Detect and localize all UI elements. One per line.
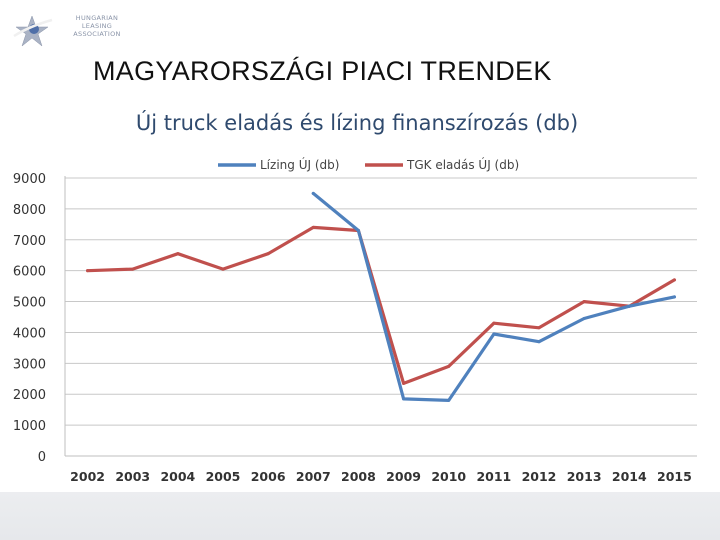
x-tick-label: 2013 — [567, 469, 602, 484]
chart-panel — [0, 98, 720, 492]
y-tick-label: 6000 — [13, 265, 46, 280]
page-title: MAGYARORSZÁGI PIACI TRENDEK — [93, 56, 552, 86]
axes: 0 1000 2000 3000 4000 5000 6000 7000 8000 9000 200… — [13, 172, 697, 484]
x-tick-label: 2011 — [476, 469, 511, 484]
data-point — [672, 295, 676, 299]
line-chart: Új truck eladás és lízing finanszírozás … — [13, 110, 697, 484]
x-tick-label: 2014 — [612, 469, 647, 484]
logo-line: ASSOCIATION — [73, 30, 121, 38]
data-point — [221, 267, 225, 271]
data-point — [627, 304, 631, 308]
x-tick-label: 2004 — [160, 469, 195, 484]
x-tick-label: 2002 — [70, 469, 105, 484]
data-point — [447, 364, 451, 368]
y-tick-label: 5000 — [13, 296, 46, 311]
x-tick-label: 2012 — [522, 469, 557, 484]
data-point — [266, 252, 270, 256]
data-point — [672, 278, 676, 282]
data-point — [402, 397, 406, 401]
data-point — [402, 381, 406, 385]
data-point — [582, 300, 586, 304]
data-point — [447, 398, 451, 402]
grid-lines — [65, 177, 697, 426]
x-tick-label: 2009 — [386, 469, 421, 484]
legend: Lízing ÚJ (db) TGK eladás ÚJ (db) — [218, 157, 519, 172]
legend-label: TGK eladás ÚJ (db) — [406, 157, 519, 172]
data-point — [311, 225, 315, 229]
y-tick-label: 2000 — [13, 388, 46, 403]
data-point — [492, 321, 496, 325]
star-logo-icon — [13, 15, 53, 47]
series-line-lizing — [311, 191, 676, 402]
association-logo: HUNGARIAN LEASING ASSOCIATION — [12, 14, 122, 48]
logo-line: HUNGARIAN — [75, 14, 119, 22]
y-tick-label: 9000 — [13, 172, 46, 187]
data-point — [492, 332, 496, 336]
y-tick-label: 8000 — [13, 203, 46, 218]
series-line-tgk-eladas — [86, 225, 676, 385]
data-point — [356, 229, 360, 233]
x-tick-label: 2007 — [296, 469, 331, 484]
data-point — [537, 326, 541, 330]
data-point — [176, 252, 180, 256]
series-lines — [86, 191, 676, 402]
data-point — [582, 317, 586, 321]
x-tick-label: 2006 — [251, 469, 286, 484]
x-tick-label: 2008 — [341, 469, 376, 484]
x-tick-label: 2010 — [431, 469, 466, 484]
y-tick-label: 7000 — [13, 234, 46, 249]
data-point — [131, 267, 135, 271]
data-point — [537, 340, 541, 344]
y-tick-label: 3000 — [13, 357, 46, 372]
data-point — [311, 191, 315, 195]
logo-line: LEASING — [81, 22, 113, 30]
x-tick-label: 2005 — [206, 469, 241, 484]
chart-title: Új truck eladás és lízing finanszírozás … — [136, 110, 578, 135]
logo-text: HUNGARIAN LEASING ASSOCIATION — [62, 14, 132, 38]
y-tick-label: 4000 — [13, 326, 46, 341]
legend-label: Lízing ÚJ (db) — [260, 157, 339, 172]
y-tick-label: 1000 — [13, 419, 46, 434]
x-tick-label: 2003 — [115, 469, 150, 484]
data-point — [86, 269, 90, 273]
y-tick-label: 0 — [38, 450, 46, 465]
x-tick-label: 2015 — [657, 469, 692, 484]
